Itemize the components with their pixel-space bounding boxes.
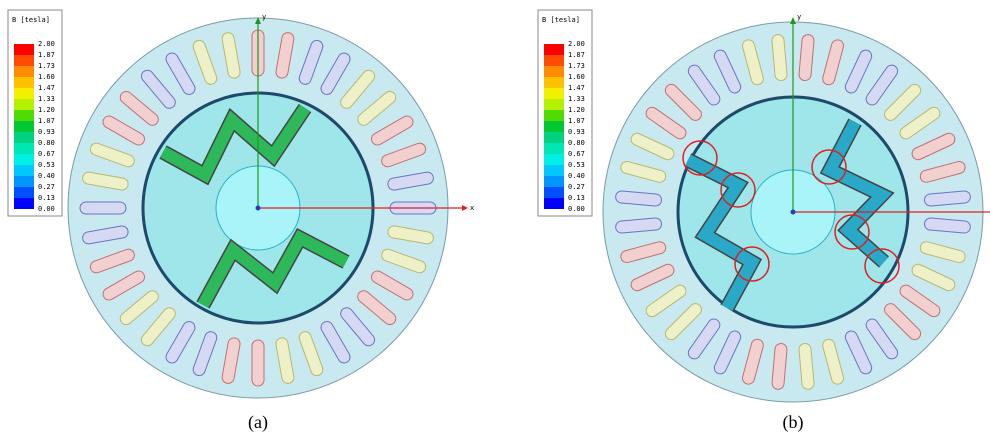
legend-label: 1.33 — [568, 95, 585, 103]
legend-label: 1.20 — [568, 106, 585, 114]
legend-label: 1.07 — [38, 117, 55, 125]
legend-label: 1.73 — [568, 62, 585, 70]
slot — [252, 340, 264, 386]
legend-label: 0.27 — [38, 183, 55, 191]
legend-label: 0.27 — [568, 183, 585, 191]
y-axis-label: y — [262, 13, 266, 21]
y-arrow — [790, 17, 796, 24]
legend-swatch — [14, 165, 34, 176]
legend-label: 0.00 — [568, 205, 585, 213]
legend-label: 0.93 — [568, 128, 585, 136]
legend-swatch — [544, 176, 564, 187]
legend-label: 1.73 — [38, 62, 55, 70]
legend-label: 0.67 — [38, 150, 55, 158]
legend-swatch — [544, 77, 564, 88]
legend-label: 0.00 — [38, 205, 55, 213]
legend-label: 0.13 — [568, 194, 585, 202]
legend-swatch — [14, 143, 34, 154]
legend-swatch — [14, 132, 34, 143]
legend-swatch — [544, 55, 564, 66]
legend-swatch — [544, 165, 564, 176]
legend-label: 1.47 — [38, 84, 55, 92]
legend-swatch — [544, 132, 564, 143]
legend-title: B [tesla] — [12, 16, 50, 24]
legend-swatch — [544, 154, 564, 165]
legend-label: 1.07 — [568, 117, 585, 125]
figure: y x B [tesla] 2.00 1.87 1.73 1.60 1.47 1.33 1.20 1… — [0, 0, 990, 438]
legend-swatch — [14, 110, 34, 121]
legend-label: 2.00 — [568, 40, 585, 48]
legend-label: 1.33 — [38, 95, 55, 103]
legend-swatch — [14, 55, 34, 66]
origin — [256, 206, 261, 211]
legend-swatch — [14, 198, 34, 209]
x-arrow — [462, 205, 468, 211]
legend-swatch — [14, 99, 34, 110]
legend-swatch — [544, 88, 564, 99]
legend-swatch — [14, 44, 34, 55]
legend-swatch — [14, 77, 34, 88]
caption: (a) — [248, 412, 268, 433]
legend-label: 0.53 — [38, 161, 55, 169]
legend-swatch — [544, 143, 564, 154]
legend-label: 1.20 — [38, 106, 55, 114]
x-axis-label: x — [470, 204, 474, 212]
legend-label: 0.67 — [568, 150, 585, 158]
legend-label: 1.60 — [38, 73, 55, 81]
legend-label: 0.80 — [38, 139, 55, 147]
legend-swatch — [544, 99, 564, 110]
legend-label: 0.80 — [568, 139, 585, 147]
legend-label: 1.87 — [568, 51, 585, 59]
caption: (b) — [783, 412, 804, 433]
legend-swatch — [544, 66, 564, 77]
legend-swatch — [14, 187, 34, 198]
legend-swatch — [544, 187, 564, 198]
legend-swatch — [544, 121, 564, 132]
legend-swatch — [14, 154, 34, 165]
legend-swatch — [14, 88, 34, 99]
legend-swatch — [544, 44, 564, 55]
legend-swatch — [544, 110, 564, 121]
legend-label: 1.60 — [568, 73, 585, 81]
legend-label: 0.13 — [38, 194, 55, 202]
legend-label: 0.53 — [568, 161, 585, 169]
legend-title: B [tesla] — [542, 16, 580, 24]
legend-label: 1.47 — [568, 84, 585, 92]
legend-label: 0.93 — [38, 128, 55, 136]
legend-swatch — [14, 176, 34, 187]
origin — [791, 210, 796, 215]
legend-label: 0.40 — [38, 172, 55, 180]
page: y x B [tesla] 2.00 1.87 1.73 1.60 1.47 1.33 1.20 1… — [0, 0, 990, 438]
legend-label: 1.87 — [38, 51, 55, 59]
legend-swatch — [14, 121, 34, 132]
slot — [80, 202, 126, 214]
legend-swatch — [544, 198, 564, 209]
legend-label: 0.40 — [568, 172, 585, 180]
y-axis-label: y — [797, 13, 801, 21]
legend-label: 2.00 — [38, 40, 55, 48]
legend-swatch — [14, 66, 34, 77]
